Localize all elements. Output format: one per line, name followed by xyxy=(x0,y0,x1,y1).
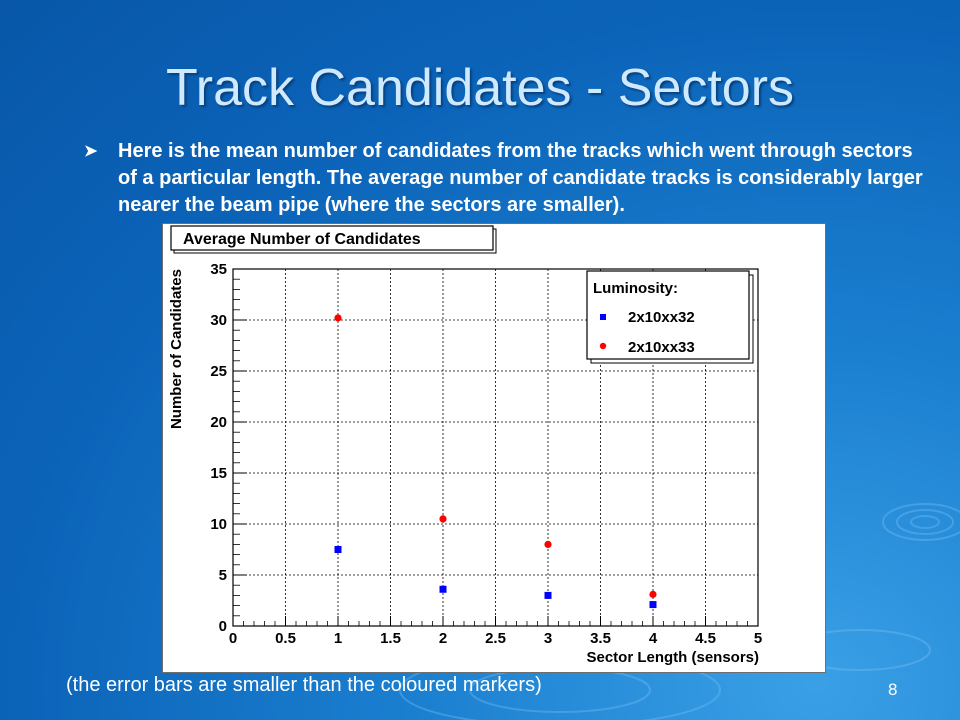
legend-entry-2: 2x10xx33 xyxy=(628,339,695,356)
data-point-series-2 xyxy=(439,515,447,523)
arrow-bullet-icon: ➤ xyxy=(84,143,98,160)
x-tick-label: 2.5 xyxy=(485,630,506,647)
data-point-series-1 xyxy=(439,585,447,593)
y-tick-label: 35 xyxy=(210,261,227,278)
legend-title: Luminosity: xyxy=(593,280,678,297)
legend-entry-1: 2x10xx32 xyxy=(628,309,695,326)
y-tick-label: 10 xyxy=(210,516,227,533)
x-tick-label: 0 xyxy=(229,630,237,647)
data-point-series-2 xyxy=(544,540,552,548)
data-point-series-2 xyxy=(334,314,342,322)
caption: (the error bars are smaller than the col… xyxy=(66,674,542,696)
x-tick-label: 0.5 xyxy=(275,630,296,647)
x-tick-label: 3.5 xyxy=(590,630,611,647)
x-tick-label: 1.5 xyxy=(380,630,401,647)
data-point-series-1 xyxy=(544,591,552,599)
x-tick-label: 1 xyxy=(334,630,342,647)
axis-ticks xyxy=(232,268,759,627)
bullet-text: Here is the mean number of candidates fr… xyxy=(118,140,923,216)
x-tick-label: 4.5 xyxy=(695,630,716,647)
y-axis-label: Number of Candidates xyxy=(168,269,185,429)
bullet-point: ➤ Here is the mean number of candidates … xyxy=(84,138,924,219)
x-tick-label: 2 xyxy=(439,630,447,647)
y-tick-label: 5 xyxy=(219,567,227,584)
x-tick-labels: 0 0.5 1 1.5 2 2.5 3 3.5 4 4.5 5 xyxy=(229,630,762,647)
data-markers xyxy=(334,314,657,609)
y-tick-label: 20 xyxy=(210,414,227,431)
y-tick-label: 30 xyxy=(210,312,227,329)
y-tick-label: 15 xyxy=(210,465,227,482)
x-axis-label: Sector Length (sensors) xyxy=(586,649,759,666)
y-tick-labels: 0 5 10 15 20 25 30 35 xyxy=(210,261,227,635)
legend-marker-circle xyxy=(599,342,607,350)
data-point-series-2 xyxy=(649,590,657,598)
chart-panel: 0 0.5 1 1.5 2 2.5 3 3.5 4 4.5 5 0 5 10 15 20 25 30 35 Ave… xyxy=(162,223,826,673)
data-point-series-1 xyxy=(649,601,657,609)
x-tick-label: 4 xyxy=(649,630,658,647)
y-tick-label: 0 xyxy=(219,618,227,635)
x-tick-label: 5 xyxy=(754,630,762,647)
slide-title: Track Candidates - Sectors xyxy=(165,59,795,117)
data-point-series-1 xyxy=(334,546,342,553)
slide-number: 8 xyxy=(888,680,898,699)
scatter-chart: 0 0.5 1 1.5 2 2.5 3 3.5 4 4.5 5 0 5 10 15 20 25 30 35 Ave… xyxy=(168,225,762,666)
y-tick-label: 25 xyxy=(210,363,227,380)
legend-marker-square xyxy=(600,314,606,320)
x-tick-label: 3 xyxy=(544,630,552,647)
chart-title: Average Number of Candidates xyxy=(183,231,421,248)
